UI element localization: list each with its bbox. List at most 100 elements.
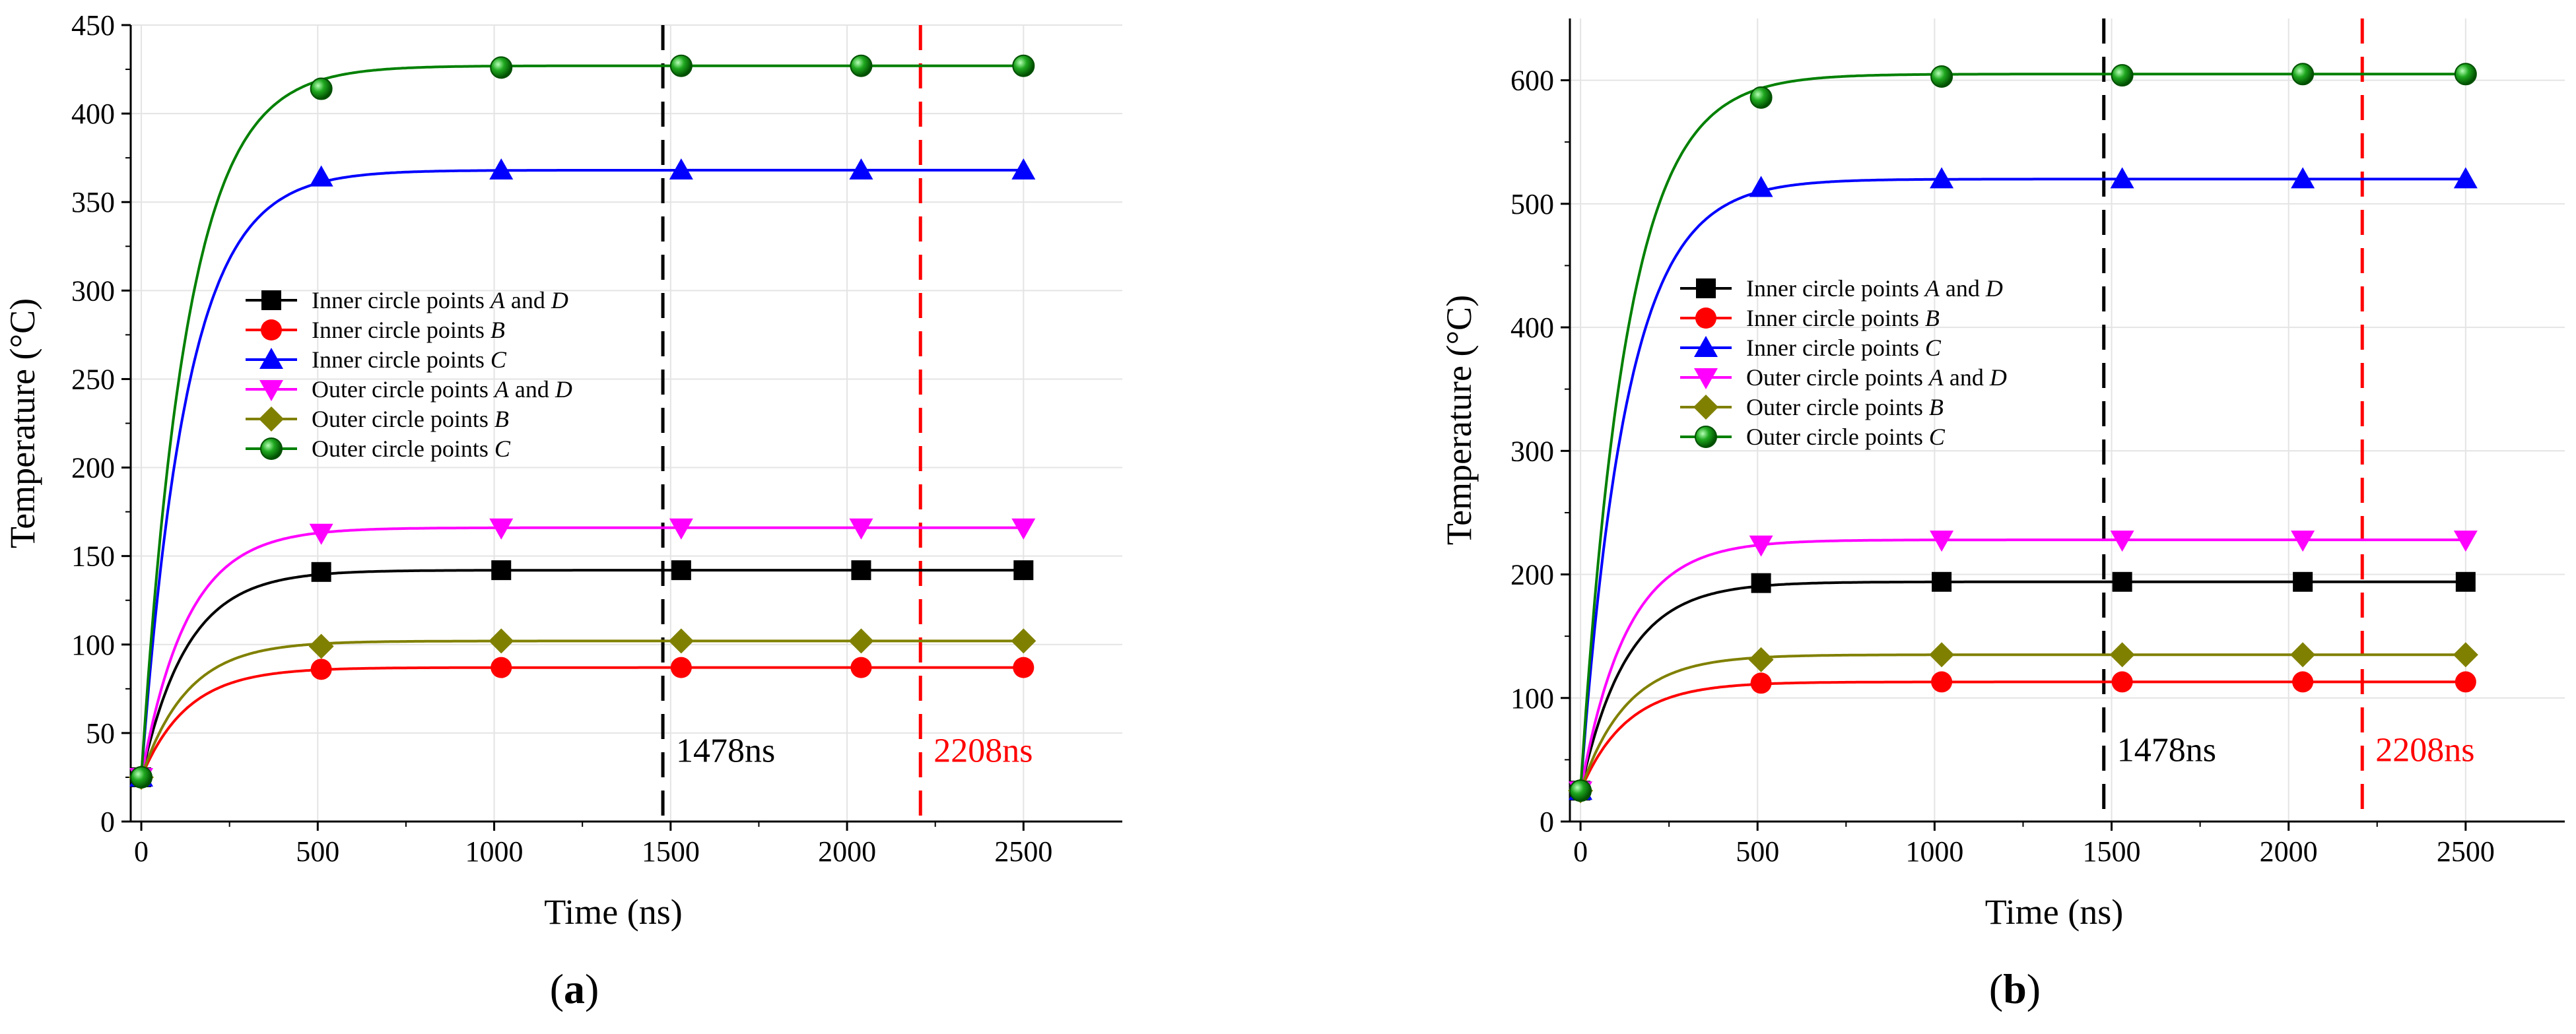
legend-text-part: and	[1944, 364, 1990, 391]
data-point	[849, 158, 873, 179]
series-5	[1569, 63, 2477, 802]
legend-marker	[260, 437, 283, 460]
legend-text-part: Outer circle points	[1746, 424, 1929, 450]
data-point	[2291, 63, 2315, 86]
y-tick-label: 450	[71, 9, 115, 42]
series-line-2	[140, 168, 1024, 778]
data-point	[851, 560, 871, 581]
data-point	[1749, 86, 1773, 109]
legend-text-part: D	[1985, 275, 2003, 302]
legend-entry: Inner circle points A and D	[1746, 275, 2003, 302]
data-point	[1569, 779, 1592, 802]
legend-text-part: and	[1940, 275, 1986, 302]
data-point	[2110, 531, 2134, 552]
data-point	[850, 657, 872, 678]
data-point	[2455, 571, 2476, 592]
legend-entry: Outer circle points B	[312, 406, 509, 432]
legend-text-part: Inner circle points	[1746, 275, 1925, 302]
data-point	[2293, 571, 2313, 592]
vline-label-0: 1478ns	[2117, 732, 2216, 769]
legend-text-part: C	[491, 346, 507, 373]
vline-label-1: 2208ns	[933, 732, 1033, 769]
data-point	[1011, 628, 1036, 654]
data-point	[669, 54, 693, 77]
x-tick-label: 2500	[994, 835, 1052, 868]
data-point	[1013, 560, 1034, 581]
legend-text-part: D	[1989, 364, 2007, 391]
x-tick-label: 500	[1736, 835, 1779, 868]
legend-text-part: A	[489, 287, 506, 313]
data-point	[1013, 657, 1034, 678]
x-tick-label: 1500	[2083, 835, 2141, 868]
y-tick-label: 150	[71, 540, 115, 573]
legend-text-part: B	[1925, 305, 1940, 331]
x-tick-label: 2500	[2437, 835, 2495, 868]
data-point	[2453, 167, 2478, 189]
data-point	[1930, 531, 1954, 552]
x-tick-label: 0	[134, 835, 149, 868]
data-point	[671, 560, 691, 581]
series-3	[129, 518, 1036, 789]
x-axis-title: Time (ns)	[544, 892, 683, 932]
y-tick-label: 100	[71, 629, 115, 661]
series-0	[131, 560, 1034, 787]
data-point	[1751, 573, 1771, 593]
legend-text-part: Outer circle points	[1746, 364, 1929, 391]
legend-entry: Outer circle points B	[1746, 394, 1944, 420]
legend-text-part: Outer circle points	[312, 436, 494, 462]
y-tick-label: 200	[1510, 559, 1554, 591]
series-line-1	[1579, 680, 2466, 791]
vline-label-0: 1478ns	[676, 732, 775, 769]
legend-marker	[259, 380, 283, 401]
y-tick-label: 50	[86, 717, 115, 750]
legend: Inner circle points A and D Inner circle …	[246, 287, 572, 462]
legend-text-part: A	[493, 376, 510, 403]
y-tick-label: 400	[1510, 311, 1554, 344]
data-point	[310, 659, 332, 680]
x-tick-label: 1500	[642, 835, 700, 868]
data-point	[1930, 65, 1953, 88]
data-point	[1011, 518, 1036, 540]
data-point	[2292, 671, 2314, 693]
series-line-4	[140, 639, 1024, 778]
data-point	[1749, 176, 1773, 197]
series-2	[1569, 167, 2478, 800]
legend-entry: Inner circle points A and D	[312, 287, 568, 313]
legend-entry: Inner circle points C	[312, 346, 507, 373]
legend-text-part: Inner circle points	[1746, 335, 1925, 361]
data-point	[489, 158, 514, 179]
data-point	[489, 628, 514, 654]
y-tick-label: 0	[1540, 806, 1554, 838]
legend-text-part: D	[551, 287, 568, 313]
series-line-3	[140, 526, 1024, 778]
series-1	[131, 657, 1034, 788]
legend-entry: Outer circle points A and D	[1746, 364, 2007, 391]
y-tick-label: 500	[1510, 188, 1554, 220]
data-point	[669, 158, 693, 179]
data-point	[310, 77, 333, 100]
legend-marker	[1695, 426, 1717, 448]
series-line-3	[1579, 538, 2466, 791]
legend-marker	[1693, 395, 1718, 420]
series-0	[1571, 571, 2476, 801]
y-axis-title: Temperature (°C)	[1439, 295, 1479, 545]
data-point	[849, 518, 873, 540]
panel-label: (a)	[550, 965, 599, 1012]
series-line-5	[1579, 73, 2466, 791]
x-tick-label: 2000	[818, 835, 876, 868]
legend-text-part: D	[555, 376, 572, 403]
y-tick-label: 200	[71, 452, 115, 484]
x-axis-title: Time (ns)	[1985, 892, 2124, 932]
data-point	[1750, 672, 1772, 694]
panel-label-close: )	[2027, 965, 2041, 1012]
legend-text-part: A	[1924, 275, 1940, 302]
data-point	[848, 628, 874, 654]
data-point	[130, 765, 153, 789]
y-tick-label: 250	[71, 363, 115, 395]
data-point	[669, 518, 693, 540]
data-point	[670, 657, 692, 678]
data-point	[490, 56, 513, 79]
data-point	[2111, 671, 2133, 693]
data-point	[308, 633, 334, 659]
series-line-4	[1579, 653, 2466, 791]
